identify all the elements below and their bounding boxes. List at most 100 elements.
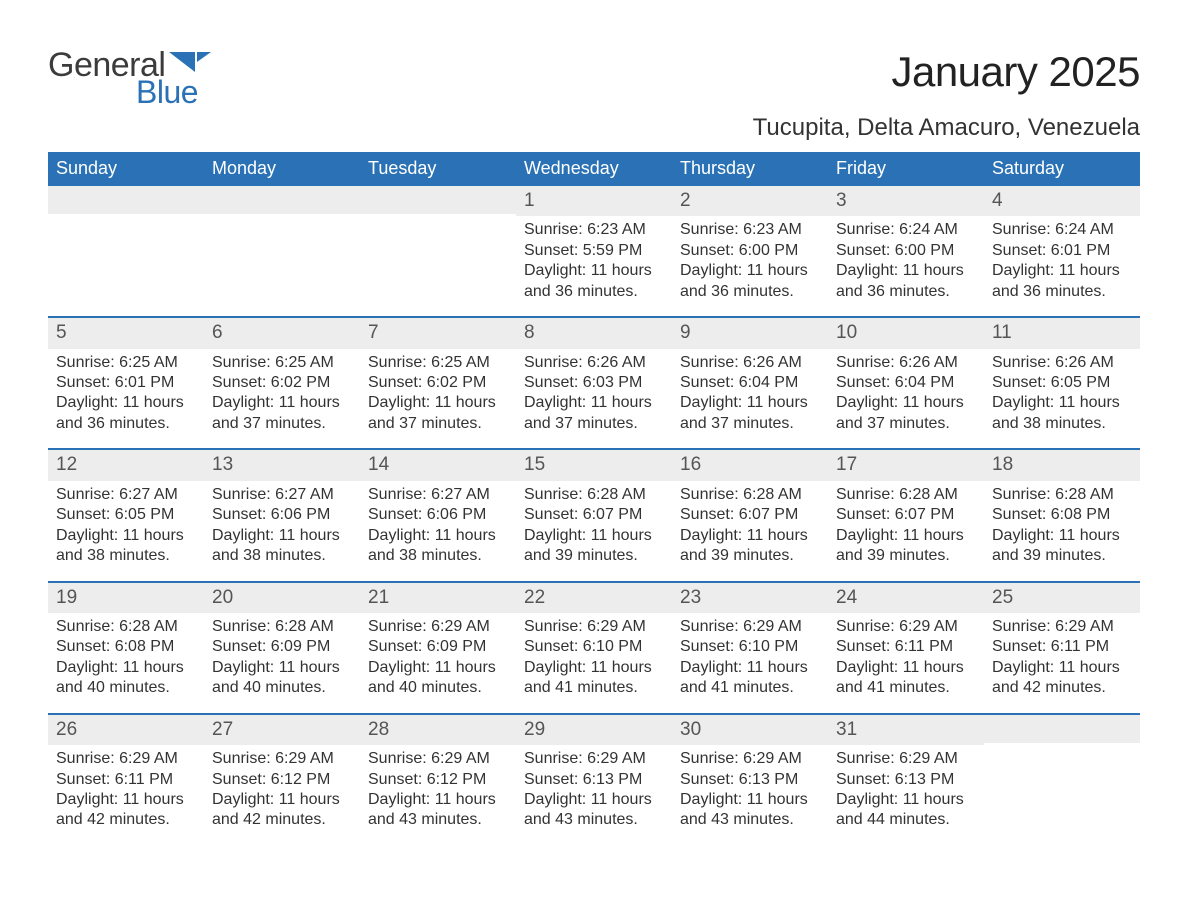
- daylight-line: Daylight: 11 hours and 38 minutes.: [56, 526, 196, 567]
- daylight-line: Daylight: 11 hours and 36 minutes.: [56, 393, 196, 434]
- calendar-day-empty: [984, 715, 1140, 845]
- day-details: Sunrise: 6:29 AMSunset: 6:11 PMDaylight:…: [990, 617, 1134, 699]
- daylight-line: Daylight: 11 hours and 36 minutes.: [680, 261, 820, 302]
- sunrise-line: Sunrise: 6:23 AM: [680, 220, 820, 240]
- day-number: 31: [828, 715, 984, 745]
- calendar-day: 20 Sunrise: 6:28 AMSunset: 6:09 PMDayligh…: [204, 583, 360, 713]
- sunset-line: Sunset: 6:09 PM: [212, 637, 352, 657]
- calendar-day: 8Sunrise: 6:26 AMSunset: 6:03 PMDaylight…: [516, 318, 672, 448]
- sunrise-line: Sunrise: 6:28 AM: [680, 485, 820, 505]
- calendar-day: 1 Sunrise: 6:23 AMSunset: 5:59 PMDaylight…: [516, 186, 672, 316]
- calendar-day: 2Sunrise: 6:23 AMSunset: 6:00 PMDaylight…: [672, 186, 828, 316]
- flag-icon: [169, 48, 211, 76]
- daylight-line: Daylight: 11 hours and 43 minutes.: [368, 790, 508, 831]
- sunset-line: Sunset: 6:06 PM: [368, 505, 508, 525]
- day-details: Sunrise: 6:29 AMSunset: 6:11 PMDaylight:…: [834, 617, 978, 699]
- daylight-line: Daylight: 11 hours and 42 minutes.: [212, 790, 352, 831]
- calendar-header-cell: Tuesday: [360, 152, 516, 186]
- sunset-line: Sunset: 6:08 PM: [992, 505, 1132, 525]
- calendar-week: 19Sunrise: 6:28 AMSunset: 6:08 PMDayligh…: [48, 581, 1140, 713]
- daylight-line: Daylight: 11 hours and 39 minutes.: [836, 526, 976, 567]
- daylight-line: Daylight: 11 hours and 36 minutes.: [836, 261, 976, 302]
- sunset-line: Sunset: 6:03 PM: [524, 373, 664, 393]
- sunset-line: Sunset: 6:11 PM: [56, 770, 196, 790]
- sunrise-line: Sunrise: 6:28 AM: [992, 485, 1132, 505]
- sunset-line: Sunset: 6:10 PM: [524, 637, 664, 657]
- sunset-line: Sunset: 6:01 PM: [56, 373, 196, 393]
- daylight-line: Daylight: 11 hours and 42 minutes.: [992, 658, 1132, 699]
- calendar-day: 26Sunrise: 6:29 AMSunset: 6:11 PMDayligh…: [48, 715, 204, 845]
- sunrise-line: Sunrise: 6:28 AM: [836, 485, 976, 505]
- sunrise-line: Sunrise: 6:29 AM: [680, 617, 820, 637]
- day-details: Sunrise: 6:26 AMSunset: 6:04 PMDaylight:…: [678, 353, 822, 435]
- sunset-line: Sunset: 6:13 PM: [680, 770, 820, 790]
- calendar-header-cell: Sunday: [48, 152, 204, 186]
- daylight-line: Daylight: 11 hours and 39 minutes.: [992, 526, 1132, 567]
- day-number: 21: [360, 583, 516, 613]
- sunrise-line: Sunrise: 6:29 AM: [524, 749, 664, 769]
- sunset-line: Sunset: 6:09 PM: [368, 637, 508, 657]
- sunset-line: Sunset: 6:05 PM: [56, 505, 196, 525]
- day-number: 20: [204, 583, 360, 613]
- sunset-line: Sunset: 6:04 PM: [680, 373, 820, 393]
- calendar-day: 11Sunrise: 6:26 AMSunset: 6:05 PMDayligh…: [984, 318, 1140, 448]
- day-number: 11: [984, 318, 1140, 348]
- day-number: 18: [984, 450, 1140, 480]
- calendar-header-cell: Saturday: [984, 152, 1140, 186]
- sunrise-line: Sunrise: 6:28 AM: [212, 617, 352, 637]
- calendar-day: 4Sunrise: 6:24 AMSunset: 6:01 PMDaylight…: [984, 186, 1140, 316]
- day-number: 7: [360, 318, 516, 348]
- sunrise-line: Sunrise: 6:23 AM: [524, 220, 664, 240]
- logo: General Blue: [48, 48, 211, 108]
- day-number: 12: [48, 450, 204, 480]
- day-number: 1: [516, 186, 672, 216]
- day-number: [48, 186, 204, 214]
- sunrise-line: Sunrise: 6:27 AM: [56, 485, 196, 505]
- daylight-line: Daylight: 11 hours and 38 minutes.: [368, 526, 508, 567]
- day-details: Sunrise: 6:28 AMSunset: 6:09 PMDaylight:…: [210, 617, 354, 699]
- day-details: Sunrise: 6:28 AMSunset: 6:07 PMDaylight:…: [522, 485, 666, 567]
- calendar-day: 17Sunrise: 6:28 AMSunset: 6:07 PMDayligh…: [828, 450, 984, 580]
- day-number: 10: [828, 318, 984, 348]
- daylight-line: Daylight: 11 hours and 37 minutes.: [368, 393, 508, 434]
- daylight-line: Daylight: 11 hours and 38 minutes.: [992, 393, 1132, 434]
- day-number: 25: [984, 583, 1140, 613]
- calendar-day: 6Sunrise: 6:25 AMSunset: 6:02 PMDaylight…: [204, 318, 360, 448]
- calendar-day-empty: [48, 186, 204, 316]
- day-number: 28: [360, 715, 516, 745]
- day-details: Sunrise: 6:29 AMSunset: 6:13 PMDaylight:…: [834, 749, 978, 831]
- calendar-day: 30Sunrise: 6:29 AMSunset: 6:13 PMDayligh…: [672, 715, 828, 845]
- day-number: 3: [828, 186, 984, 216]
- location-text: Tucupita, Delta Amacuro, Venezuela: [753, 114, 1140, 142]
- sunset-line: Sunset: 6:04 PM: [836, 373, 976, 393]
- calendar-day: 21Sunrise: 6:29 AMSunset: 6:09 PMDayligh…: [360, 583, 516, 713]
- sunrise-line: Sunrise: 6:29 AM: [212, 749, 352, 769]
- calendar: SundayMondayTuesdayWednesdayThursdayFrid…: [48, 152, 1140, 845]
- sunrise-line: Sunrise: 6:29 AM: [836, 749, 976, 769]
- day-details: Sunrise: 6:23 AMSunset: 5:59 PMDaylight:…: [522, 220, 666, 302]
- day-details: Sunrise: 6:29 AMSunset: 6:10 PMDaylight:…: [522, 617, 666, 699]
- calendar-header-cell: Thursday: [672, 152, 828, 186]
- day-number: [984, 715, 1140, 743]
- day-number: 2: [672, 186, 828, 216]
- day-details: Sunrise: 6:29 AMSunset: 6:13 PMDaylight:…: [678, 749, 822, 831]
- sunset-line: Sunset: 6:07 PM: [524, 505, 664, 525]
- sunset-line: Sunset: 5:59 PM: [524, 241, 664, 261]
- daylight-line: Daylight: 11 hours and 42 minutes.: [56, 790, 196, 831]
- sunrise-line: Sunrise: 6:29 AM: [992, 617, 1132, 637]
- day-number: 6: [204, 318, 360, 348]
- sunrise-line: Sunrise: 6:29 AM: [680, 749, 820, 769]
- sunset-line: Sunset: 6:12 PM: [368, 770, 508, 790]
- sunrise-line: Sunrise: 6:26 AM: [836, 353, 976, 373]
- sunrise-line: Sunrise: 6:27 AM: [368, 485, 508, 505]
- header-region: General Blue January 2025 Tucupita, Delt…: [48, 48, 1140, 142]
- sunrise-line: Sunrise: 6:29 AM: [368, 617, 508, 637]
- sunrise-line: Sunrise: 6:25 AM: [368, 353, 508, 373]
- daylight-line: Daylight: 11 hours and 36 minutes.: [992, 261, 1132, 302]
- day-number: 5: [48, 318, 204, 348]
- calendar-week: 5Sunrise: 6:25 AMSunset: 6:01 PMDaylight…: [48, 316, 1140, 448]
- daylight-line: Daylight: 11 hours and 37 minutes.: [680, 393, 820, 434]
- calendar-day: 12 Sunrise: 6:27 AMSunset: 6:05 PMDayligh…: [48, 450, 204, 580]
- sunset-line: Sunset: 6:05 PM: [992, 373, 1132, 393]
- day-details: Sunrise: 6:25 AMSunset: 6:02 PMDaylight:…: [366, 353, 510, 435]
